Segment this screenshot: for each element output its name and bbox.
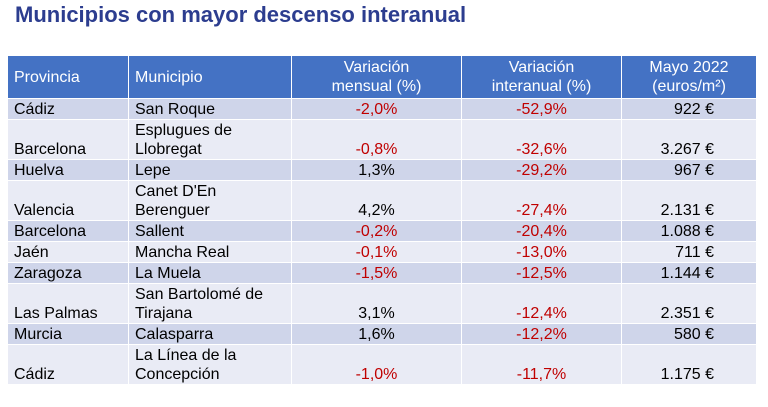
table-row: Cádiz San Roque -2,0% -52,9% 922 € — [7, 98, 757, 120]
cell-variacion-mensual: -2,0% — [291, 98, 462, 120]
table-row: Valencia Canet D'En Berenguer 4,2% -27,4% 2.1… — [7, 180, 757, 221]
cell-municipio-line1: Mancha Real — [135, 244, 230, 261]
cell-variacion-interanual: -12,4% — [461, 283, 622, 324]
cell-municipio: Sallent — [128, 220, 292, 242]
cell-municipio: Calasparra — [128, 323, 292, 345]
cell-variacion-mensual: 4,2% — [291, 180, 462, 221]
cell-variacion-interanual: -12,5% — [461, 262, 622, 284]
cell-municipio-line1: San Bartolomé de — [135, 286, 264, 303]
column-header-interanual-line2: interanual (%) — [491, 78, 592, 95]
column-header-precio-line2: (euros/m²) — [652, 78, 726, 95]
table-row: Huelva Lepe 1,3% -29,2% 967 € — [7, 159, 757, 181]
cell-precio: 922 € — [621, 98, 757, 120]
cell-provincia: Jaén — [7, 241, 129, 263]
cell-municipio-line1: Sallent — [135, 223, 184, 240]
cell-precio: 1.175 € — [621, 344, 757, 385]
table-row: Las Palmas San Bartolomé de Tirajana 3,1% -1… — [7, 283, 757, 324]
cell-variacion-mensual: 1,6% — [291, 323, 462, 345]
cell-provincia: Valencia — [7, 180, 129, 221]
cell-municipio-line1: Esplugues de — [135, 122, 232, 139]
cell-variacion-interanual: -20,4% — [461, 220, 622, 242]
cell-municipio: Lepe — [128, 159, 292, 181]
column-header-mensual-line2: mensual (%) — [331, 78, 422, 95]
cell-municipio-line2: Tirajana — [135, 305, 193, 322]
cell-provincia: Las Palmas — [7, 283, 129, 324]
cell-municipio-line2: Concepción — [135, 366, 220, 383]
cell-precio: 1.144 € — [621, 262, 757, 284]
column-header-mensual-line1: Variación — [343, 59, 410, 76]
cell-precio: 711 € — [621, 241, 757, 263]
cell-variacion-interanual: -29,2% — [461, 159, 622, 181]
cell-municipio: San Roque — [128, 98, 292, 120]
header-row: Provincia Municipio Variación mensual (%… — [7, 55, 757, 99]
cell-municipio-line1: Canet D'En — [135, 183, 217, 200]
column-header-mensual: Variación mensual (%) — [291, 55, 462, 99]
cell-municipio-line2: Berenguer — [135, 202, 210, 219]
cell-provincia: Huelva — [7, 159, 129, 181]
cell-precio: 2.351 € — [621, 283, 757, 324]
cell-variacion-interanual: -13,0% — [461, 241, 622, 263]
cell-municipio: La Línea de la Concepción — [128, 344, 292, 385]
cell-variacion-interanual: -12,2% — [461, 323, 622, 345]
cell-precio: 1.088 € — [621, 220, 757, 242]
cell-provincia: Murcia — [7, 323, 129, 345]
cell-provincia: Barcelona — [7, 220, 129, 242]
cell-municipio-line1: Lepe — [135, 162, 171, 179]
table-row: Murcia Calasparra 1,6% -12,2% 580 € — [7, 323, 757, 345]
cell-variacion-mensual: -0,8% — [291, 119, 462, 160]
cell-variacion-interanual: -32,6% — [461, 119, 622, 160]
cell-variacion-mensual: -1,0% — [291, 344, 462, 385]
column-header-precio: Mayo 2022 (euros/m²) — [621, 55, 757, 99]
cell-variacion-mensual: -0,2% — [291, 220, 462, 242]
cell-variacion-interanual: -52,9% — [461, 98, 622, 120]
cell-provincia: Cádiz — [7, 98, 129, 120]
cell-provincia: Barcelona — [7, 119, 129, 160]
cell-variacion-mensual: -1,5% — [291, 262, 462, 284]
cell-precio: 967 € — [621, 159, 757, 181]
cell-variacion-mensual: 1,3% — [291, 159, 462, 181]
cell-variacion-interanual: -27,4% — [461, 180, 622, 221]
cell-variacion-mensual: 3,1% — [291, 283, 462, 324]
cell-municipio: San Bartolomé de Tirajana — [128, 283, 292, 324]
column-header-provincia: Provincia — [7, 55, 129, 99]
cell-variacion-interanual: -11,7% — [461, 344, 622, 385]
cell-precio: 580 € — [621, 323, 757, 345]
column-header-municipio: Municipio — [128, 55, 292, 99]
cell-provincia: Zaragoza — [7, 262, 129, 284]
data-table: Provincia Municipio Variación mensual (%… — [7, 55, 757, 385]
column-header-precio-line1: Mayo 2022 — [649, 59, 729, 76]
cell-municipio-line2: Llobregat — [135, 141, 202, 158]
cell-municipio: Esplugues de Llobregat — [128, 119, 292, 160]
cell-precio: 3.267 € — [621, 119, 757, 160]
table-row: Barcelona Esplugues de Llobregat -0,8% -32,6… — [7, 119, 757, 160]
table-row: Barcelona Sallent -0,2% -20,4% 1.088 € — [7, 220, 757, 242]
table-row: Jaén Mancha Real -0,1% -13,0% 711 € — [7, 241, 757, 263]
cell-variacion-mensual: -0,1% — [291, 241, 462, 263]
cell-municipio: Mancha Real — [128, 241, 292, 263]
cell-precio: 2.131 € — [621, 180, 757, 221]
cell-municipio-line1: Calasparra — [135, 326, 214, 343]
column-header-interanual: Variación interanual (%) — [461, 55, 622, 99]
cell-municipio: La Muela — [128, 262, 292, 284]
page-title: Municipios con mayor descenso interanual — [15, 2, 467, 27]
cell-municipio: Canet D'En Berenguer — [128, 180, 292, 221]
cell-municipio-line1: San Roque — [135, 101, 216, 118]
cell-municipio-line1: La Muela — [135, 265, 201, 282]
cell-provincia: Cádiz — [7, 344, 129, 385]
table-row: Zaragoza La Muela -1,5% -12,5% 1.144 € — [7, 262, 757, 284]
cell-municipio-line1: La Línea de la — [135, 347, 237, 364]
table-row: Cádiz La Línea de la Concepción -1,0% -11,7%… — [7, 344, 757, 385]
column-header-interanual-line1: Variación — [508, 59, 575, 76]
